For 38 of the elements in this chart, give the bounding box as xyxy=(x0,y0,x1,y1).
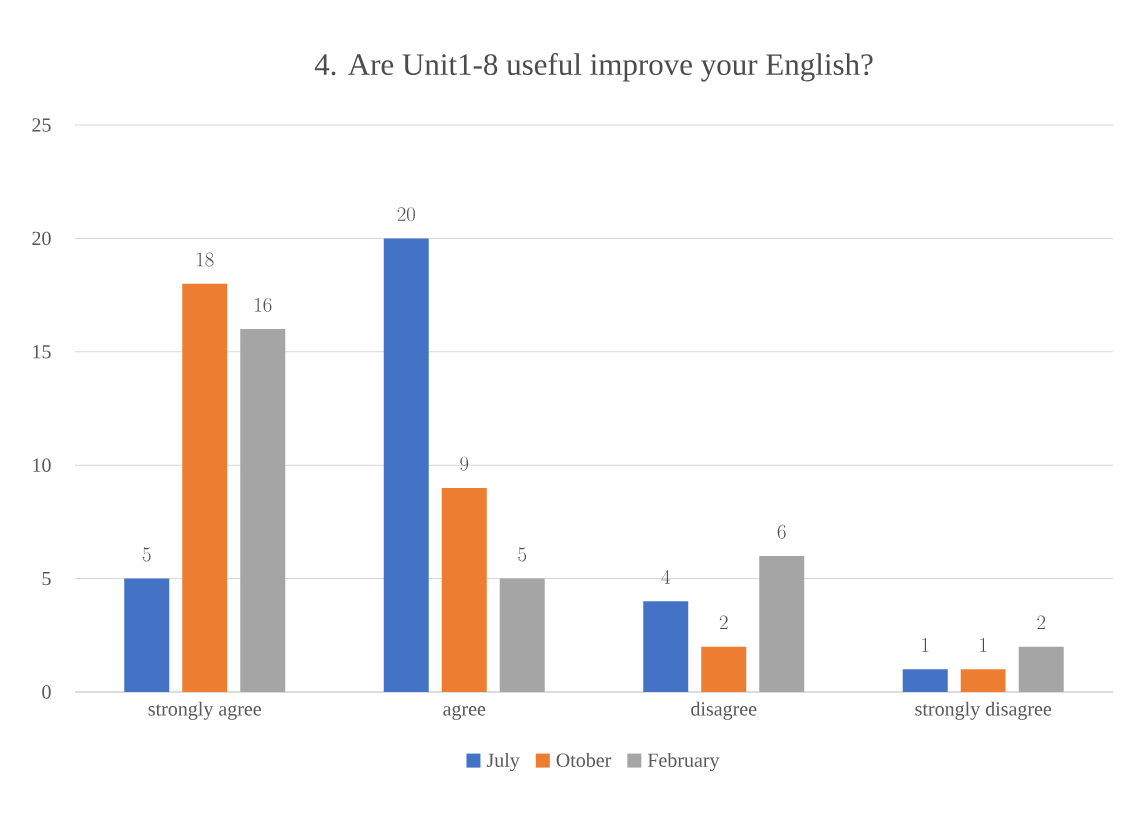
y-tick-label: 0 xyxy=(42,685,51,699)
legend-label: February xyxy=(647,752,720,772)
data-label: 5 xyxy=(518,547,527,562)
x-tick-label: strongly agree xyxy=(148,701,261,720)
x-tick-label: strongly disagree xyxy=(915,701,1052,720)
chart-title: 4. Are Unit1-8 useful improve your English? xyxy=(314,52,873,82)
data-label: 20 xyxy=(397,207,415,222)
data-label: 1 xyxy=(922,638,929,652)
bar xyxy=(960,669,1006,692)
x-tick-label: disagree xyxy=(691,701,757,720)
data-label: 16 xyxy=(255,297,272,312)
bar xyxy=(441,487,487,692)
y-tick-label: 10 xyxy=(33,458,51,472)
bar xyxy=(902,669,948,692)
bar xyxy=(701,646,747,692)
y-tick-label: 15 xyxy=(33,345,51,359)
bar xyxy=(383,238,429,692)
x-tick-label: agree xyxy=(443,705,486,720)
bar xyxy=(182,283,228,692)
data-label: 6 xyxy=(777,524,786,539)
legend-label: Otober xyxy=(556,752,612,767)
bar xyxy=(499,578,545,692)
bar xyxy=(643,601,689,692)
data-label: 9 xyxy=(460,456,469,471)
bar xyxy=(1018,646,1064,692)
data-label: 5 xyxy=(142,547,151,562)
legend-label: July xyxy=(486,752,520,772)
data-label: 2 xyxy=(1037,615,1046,630)
y-tick-label: 25 xyxy=(32,118,51,132)
data-label: 4 xyxy=(661,569,671,584)
bar xyxy=(240,329,286,692)
data-label: 18 xyxy=(197,252,214,267)
y-tick-label: 5 xyxy=(42,571,51,586)
y-tick-label: 20 xyxy=(32,231,51,246)
bar xyxy=(759,555,805,692)
bar xyxy=(124,578,170,692)
data-label: 2 xyxy=(719,615,728,630)
data-label: 1 xyxy=(980,638,987,652)
